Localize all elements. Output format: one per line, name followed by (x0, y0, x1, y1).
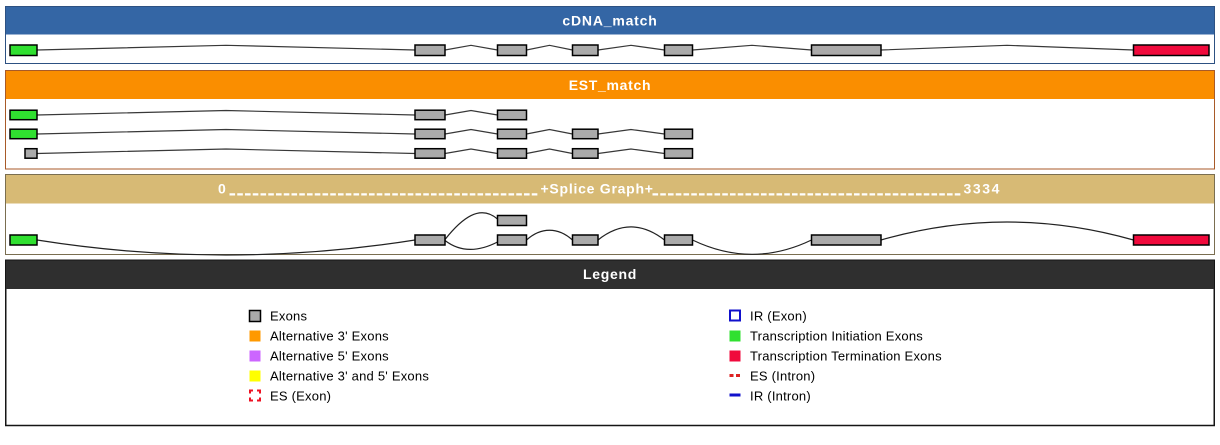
svg-text:Transcription Termination Exon: Transcription Termination Exons (750, 349, 942, 364)
svg-text:IR (Exon): IR (Exon) (750, 309, 807, 324)
svg-text:IR (Intron): IR (Intron) (750, 389, 811, 404)
svg-text:Legend: Legend (583, 266, 637, 282)
svg-text:ES (Exon): ES (Exon) (270, 389, 331, 404)
svg-text:Transcription Initiation Exons: Transcription Initiation Exons (750, 329, 923, 344)
svg-text:EST_match: EST_match (569, 77, 652, 93)
svg-text:ES (Intron): ES (Intron) (750, 369, 815, 384)
svg-text:Alternative 5' Exons: Alternative 5' Exons (270, 349, 389, 364)
svg-text:3334: 3334 (964, 181, 1002, 197)
svg-text:Exons: Exons (270, 309, 308, 324)
svg-text:0: 0 (218, 181, 226, 197)
svg-text:Alternative 3' and 5' Exons: Alternative 3' and 5' Exons (270, 369, 429, 384)
svg-text:Alternative 3' Exons: Alternative 3' Exons (270, 329, 389, 344)
svg-text:+Splice Graph+: +Splice Graph+ (541, 181, 654, 197)
svg-text:cDNA_match: cDNA_match (562, 13, 657, 29)
